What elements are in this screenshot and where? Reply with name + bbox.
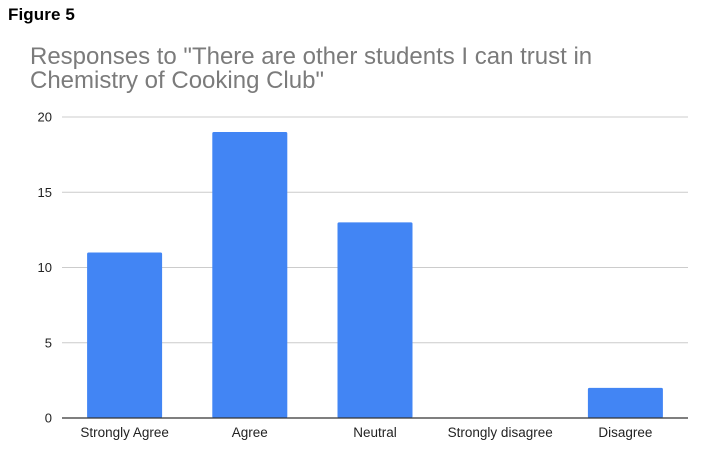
y-tick-label: 0 <box>45 411 52 426</box>
y-tick-label: 15 <box>38 185 52 200</box>
x-tick-label: Agree <box>232 425 268 440</box>
bar-disagree <box>587 387 663 418</box>
bars <box>87 132 663 419</box>
x-tick-label: Neutral <box>353 425 397 440</box>
bar-agree <box>212 132 288 419</box>
figure-label: Figure 5 <box>8 5 75 24</box>
bar-neutral <box>337 222 413 418</box>
y-tick-label: 10 <box>38 260 52 275</box>
chart-title: Responses to "There are other students I… <box>30 43 593 94</box>
y-tick-label: 5 <box>45 335 52 350</box>
y-tick-labels: 0 5 10 15 20 <box>38 110 52 426</box>
category-labels: Strongly Agree Agree Neutral Strongly disag… <box>80 425 652 440</box>
x-tick-label: Strongly Agree <box>80 425 169 440</box>
x-tick-label: Strongly disagree <box>448 425 553 440</box>
y-tick-label: 20 <box>38 110 52 125</box>
x-tick-label: Disagree <box>598 425 652 440</box>
bar-strongly-agree <box>87 252 163 418</box>
